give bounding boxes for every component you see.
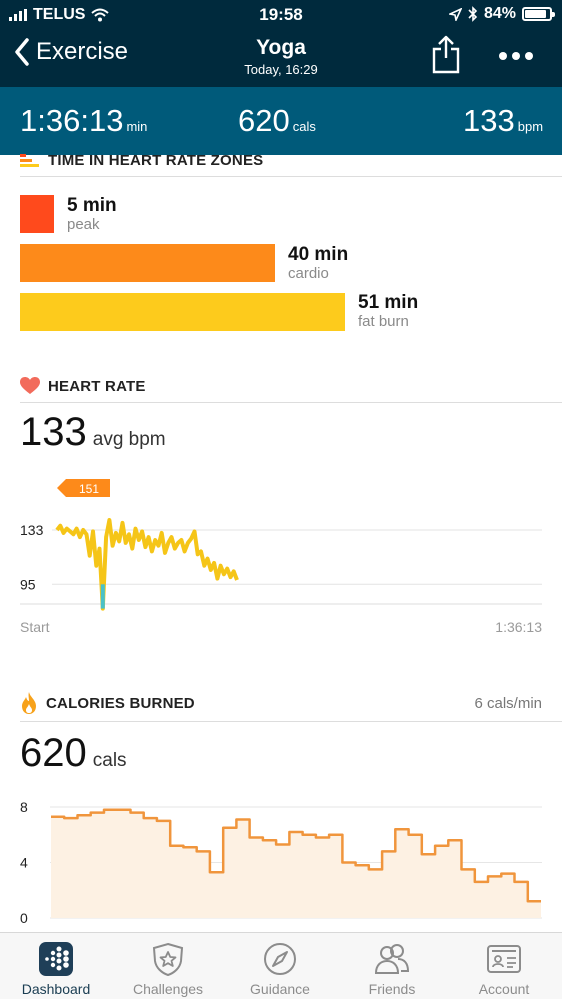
avg-heart-rate: 133 avg bpm bbox=[20, 410, 166, 454]
heart-icon bbox=[20, 377, 40, 394]
tab-bar: Dashboard Challenges Guidance Friends bbox=[0, 932, 562, 999]
carrier-label: TELUS bbox=[33, 6, 86, 23]
tab-challenges[interactable]: Challenges bbox=[112, 933, 224, 999]
cal-series-line bbox=[51, 808, 541, 903]
zone-bar-cardio bbox=[20, 244, 275, 282]
tab-guidance-label: Guidance bbox=[250, 981, 310, 997]
account-card-icon bbox=[487, 945, 521, 973]
challenges-star-icon bbox=[152, 942, 184, 977]
clock: 19:58 bbox=[259, 5, 303, 24]
zones-divider bbox=[20, 176, 562, 177]
status-bar: TELUS 19:58 84% bbox=[0, 0, 562, 30]
tab-account[interactable]: Account bbox=[448, 933, 560, 999]
heart-rate-stat: 133 bpm bbox=[463, 103, 544, 138]
back-button[interactable]: Exercise bbox=[14, 38, 128, 66]
flame-icon bbox=[22, 692, 36, 714]
calories-rate: 6 cals/min bbox=[474, 695, 542, 712]
hr-series-line bbox=[55, 518, 239, 611]
peak-marker-label: 151 bbox=[79, 482, 99, 496]
zone-bar-fat-burn bbox=[20, 293, 345, 331]
calories-stat: 620 cals bbox=[238, 103, 316, 138]
share-icon bbox=[432, 35, 460, 74]
signal-icon bbox=[9, 9, 27, 21]
bluetooth-icon bbox=[468, 6, 478, 22]
cal-area-fill bbox=[51, 809, 541, 918]
app-header: TELUS 19:58 84% Exercise Yoga Today, 16:… bbox=[0, 0, 562, 87]
zone-label-cardio: 40 min cardio bbox=[288, 244, 349, 282]
peak-marker: 151 bbox=[57, 479, 110, 497]
tab-dashboard[interactable]: Dashboard bbox=[0, 933, 112, 999]
wifi-icon bbox=[91, 8, 110, 22]
zones-bars-icon bbox=[20, 153, 39, 167]
zone-label-fat-burn: 51 min fat burn bbox=[358, 292, 419, 330]
chart-end-label: 1:36:13 bbox=[495, 619, 542, 635]
tab-friends-label: Friends bbox=[368, 981, 416, 997]
heart-rate-divider bbox=[20, 402, 562, 403]
zones-heading: TIME IN HEART RATE ZONES bbox=[20, 152, 263, 169]
zone-label-peak: 5 min peak bbox=[67, 195, 117, 233]
heart-rate-chart: 133 95 151 bbox=[20, 479, 542, 611]
peak-marker-tag bbox=[57, 479, 110, 497]
chevron-left-icon bbox=[15, 38, 29, 66]
nav-bar: Exercise Yoga Today, 16:29 bbox=[0, 30, 562, 87]
zone-bar-peak bbox=[20, 195, 54, 233]
location-arrow-icon bbox=[448, 7, 462, 21]
hr-tick-label: 95 bbox=[20, 576, 36, 592]
dashboard-icon bbox=[39, 942, 73, 976]
cal-tick-label: 8 bbox=[20, 799, 28, 815]
tab-dashboard-label: Dashboard bbox=[21, 981, 91, 997]
more-options-button[interactable] bbox=[499, 52, 533, 60]
back-label: Exercise bbox=[36, 38, 129, 65]
summary-strip: 1:36:13 min 620 cals 133 bpm bbox=[0, 87, 562, 155]
tab-guidance[interactable]: Guidance bbox=[224, 933, 336, 999]
calories-divider bbox=[20, 721, 562, 722]
share-button[interactable] bbox=[430, 34, 462, 79]
page-title: Yoga bbox=[256, 36, 306, 59]
cal-tick-label: 0 bbox=[20, 910, 28, 926]
tab-friends[interactable]: Friends bbox=[336, 933, 448, 999]
calories-chart: 8 4 0 bbox=[20, 799, 542, 926]
calories-heading: CALORIES BURNED bbox=[20, 691, 195, 715]
hr-tick-label: 133 bbox=[20, 522, 44, 538]
tab-account-label: Account bbox=[478, 981, 530, 997]
battery-percent: 84% bbox=[483, 5, 516, 22]
title-block: Yoga Today, 16:29 bbox=[0, 36, 562, 77]
friends-icon bbox=[374, 944, 410, 974]
heart-rate-heading: HEART RATE bbox=[20, 377, 146, 395]
tab-challenges-label: Challenges bbox=[132, 981, 204, 997]
chart-start-label: Start bbox=[20, 619, 50, 635]
cal-tick-label: 4 bbox=[20, 855, 28, 871]
compass-icon bbox=[264, 943, 296, 975]
page-subtitle: Today, 16:29 bbox=[244, 62, 318, 77]
duration-stat: 1:36:13 min bbox=[20, 103, 148, 138]
calories-total: 620 cals bbox=[20, 731, 127, 775]
battery-icon bbox=[522, 7, 555, 21]
